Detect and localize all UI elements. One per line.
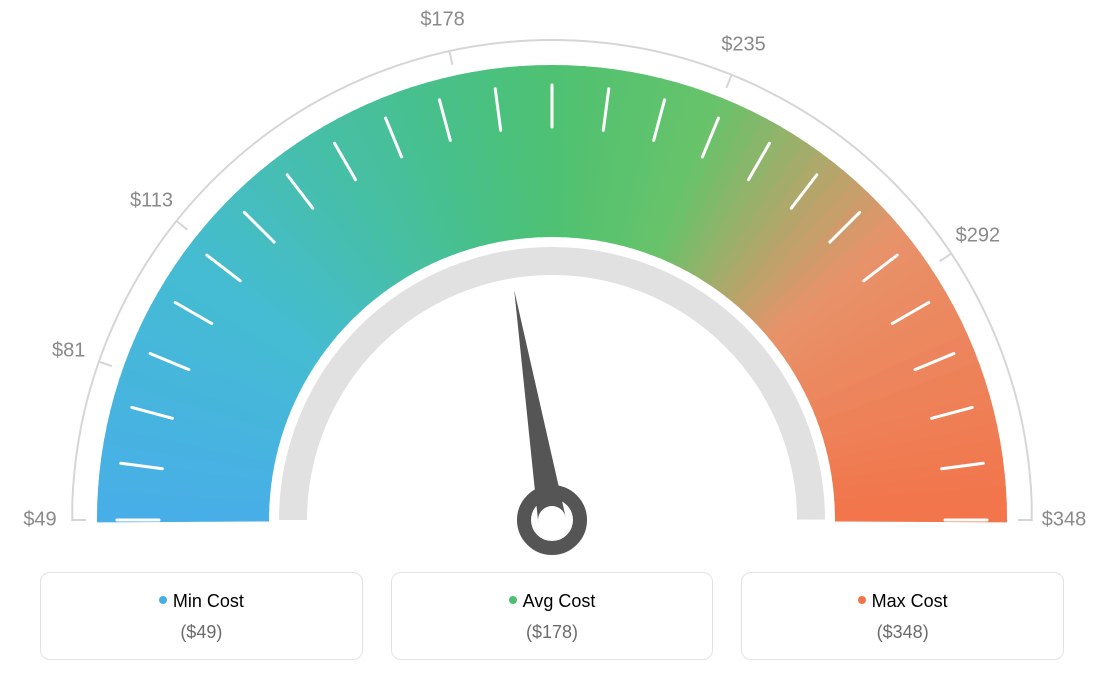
legend-dot-avg — [509, 596, 517, 604]
gauge-tick-label: $292 — [956, 224, 1001, 247]
legend-dot-min — [159, 596, 167, 604]
legend-card-min: Min Cost ($49) — [40, 572, 363, 660]
legend-value-avg: ($178) — [402, 622, 703, 643]
gauge-svg — [0, 0, 1104, 560]
legend-label-avg: Avg Cost — [523, 591, 596, 611]
legend-title-avg: Avg Cost — [402, 591, 703, 612]
gauge-tick-label: $178 — [420, 8, 465, 31]
legend-label-max: Max Cost — [872, 591, 948, 611]
legend-dot-max — [858, 596, 866, 604]
gauge-area: $49 $81 $113 $178 $235 $292 $348 — [0, 0, 1104, 560]
gauge-tick-label: $49 — [23, 509, 56, 532]
legend-card-max: Max Cost ($348) — [741, 572, 1064, 660]
gauge-tick-label: $81 — [52, 340, 85, 363]
legend-card-avg: Avg Cost ($178) — [391, 572, 714, 660]
gauge-tick-label: $113 — [130, 190, 173, 213]
legend-title-max: Max Cost — [752, 591, 1053, 612]
legend-value-min: ($49) — [51, 622, 352, 643]
gauge-tick-label: $235 — [721, 34, 766, 57]
legend-label-min: Min Cost — [173, 591, 244, 611]
legend-row: Min Cost ($49) Avg Cost ($178) Max Cost … — [40, 572, 1064, 660]
legend-title-min: Min Cost — [51, 591, 352, 612]
gauge-tick-label: $348 — [1042, 509, 1087, 532]
legend-value-max: ($348) — [752, 622, 1053, 643]
chart-container: $49 $81 $113 $178 $235 $292 $348 Min Cost ($49… — [0, 0, 1104, 690]
